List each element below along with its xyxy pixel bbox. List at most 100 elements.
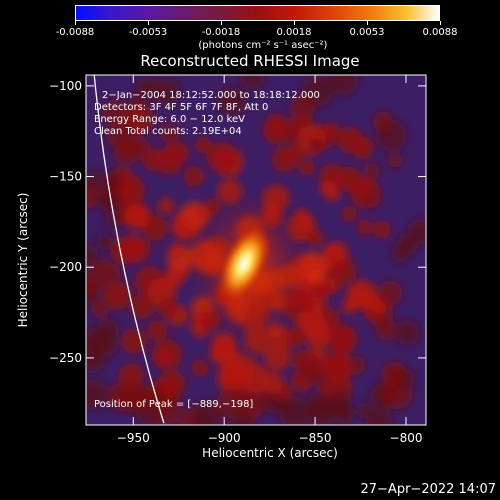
heatmap-cell [306, 326, 330, 350]
plot-frame [85, 74, 427, 426]
x-tick-label: −950 [117, 431, 150, 445]
x-tick-label: −800 [390, 431, 423, 445]
heatmap-cell [206, 142, 237, 173]
peak-position-text: Position of Peak = [−889,−198] [94, 399, 253, 410]
heatmap-cell [110, 236, 139, 265]
heatmap-cell [327, 75, 359, 96]
x-tick-label: −850 [299, 431, 332, 445]
heatmap-cell [153, 78, 181, 106]
heatmap-cell [142, 215, 168, 241]
heatmap-cell [262, 371, 284, 394]
y-axis-label: Heliocentric Y (arcsec) [16, 193, 30, 328]
colorbar-units: (photons cm⁻² s⁻¹ asec⁻²) [198, 40, 328, 51]
heatmap-cell [357, 402, 373, 418]
heatmap-cell [373, 220, 391, 239]
colorbar-tick-label: -0.0018 [201, 27, 241, 38]
heatmap-cell [171, 217, 193, 239]
colorbar-tick-mark [440, 21, 441, 25]
heatmap-cell [372, 111, 394, 132]
heatmap-cell [241, 399, 262, 421]
heatmap-cell [86, 244, 98, 266]
heatmap-cell [158, 298, 177, 318]
heatmap-cell [113, 139, 140, 166]
heatmap-cell [159, 122, 179, 143]
time-range-text: 2−Jan−2004 18:12:52.000 to 18:18:12.000 [102, 90, 320, 101]
colorbar [75, 5, 440, 21]
heatmap-cell [126, 388, 152, 414]
heatmap-cell [264, 344, 291, 371]
colorbar-tick-mark [294, 21, 295, 25]
timestamp: 27−Apr−2022 14:07 [360, 482, 497, 497]
heatmap-cell [309, 270, 325, 286]
solar-limb-line [93, 74, 165, 424]
heatmap-cell [151, 339, 183, 370]
heatmap-cell [153, 397, 181, 425]
heatmap-cell [298, 159, 315, 176]
colorbar-tick-mark [148, 21, 149, 25]
heatmap-cell [407, 218, 426, 245]
heatmap-cell [296, 354, 322, 380]
colorbar-tick-label: -0.0088 [55, 27, 95, 38]
heatmap-cell [375, 319, 397, 341]
y-tick-label: −100 [49, 79, 82, 93]
detectors-text: Detectors: 3F 4F 5F 6F 7F 8F, Att 0 [94, 102, 268, 113]
heatmap-cell [332, 259, 357, 284]
peak-source [217, 224, 271, 303]
heatmap-cell [136, 77, 159, 100]
heatmap-cell [271, 146, 297, 172]
heatmap-cell [394, 320, 420, 346]
y-tick-label: −250 [49, 351, 82, 365]
heatmap-cell [106, 265, 121, 280]
colorbar-tick-label: 0.0088 [422, 27, 458, 38]
colorbar-tick-label: -0.0053 [128, 27, 168, 38]
y-tick-label: −200 [49, 260, 82, 274]
colorbar-tick-mark [221, 21, 222, 25]
heatmap-cell [103, 280, 133, 310]
heatmap-cell [86, 182, 101, 209]
colorbar-tick-mark [367, 21, 368, 25]
heatmap-cell [387, 153, 403, 168]
heatmap-cell [147, 320, 168, 341]
heatmap-cell [262, 117, 290, 144]
heatmap-cell [239, 75, 266, 89]
heatmap-cell [323, 351, 354, 383]
heatmap-cell [286, 327, 306, 347]
heatmap-cell [391, 244, 410, 262]
x-tick-label: −900 [208, 431, 241, 445]
heatmap-image [86, 75, 426, 425]
heatmap-cell [341, 206, 357, 222]
heatmap-cell [220, 347, 236, 363]
x-axis-label: Heliocentric X (arcsec) [202, 446, 338, 460]
heatmap-cell [97, 318, 120, 341]
heatmap-cell [356, 219, 372, 235]
heatmap-cell [87, 259, 117, 289]
heatmap-cell [91, 299, 109, 318]
info-annotations: 2−Jan−2004 18:12:52.000 to 18:18:12.000 … [94, 90, 320, 137]
heatmap-cell [86, 345, 106, 373]
heatmap-cell [96, 233, 112, 250]
heatmap-cell [386, 364, 407, 385]
y-tick-label: −150 [49, 170, 82, 184]
heatmap-cell [363, 162, 380, 180]
heatmap-cell [102, 99, 129, 126]
energy-range-text: Energy Range: 6.0 − 12.0 keV [94, 114, 245, 125]
heatmap-cell [157, 197, 175, 214]
heatmap-cell [335, 166, 361, 192]
heatmap-cell [217, 86, 247, 116]
heatmap-cell [295, 312, 313, 330]
heatmap-cell [192, 400, 224, 425]
heatmap-cell [86, 379, 108, 410]
heatmap-cell [230, 353, 257, 380]
heatmap-cell [191, 359, 209, 377]
chart-title: Reconstructed RHESSI Image [140, 52, 360, 70]
heatmap-cell [377, 280, 403, 306]
clean-counts-text: Clean Total counts: 2.19E+04 [94, 126, 242, 137]
heatmap-cell [118, 363, 144, 389]
colorbar-tick-mark [75, 21, 76, 25]
heatmap-cell [306, 399, 336, 425]
heatmap-cell [183, 166, 205, 187]
heatmap-cell [325, 186, 341, 202]
heatmap-cell [308, 137, 324, 153]
heatmap-cell [307, 229, 324, 247]
